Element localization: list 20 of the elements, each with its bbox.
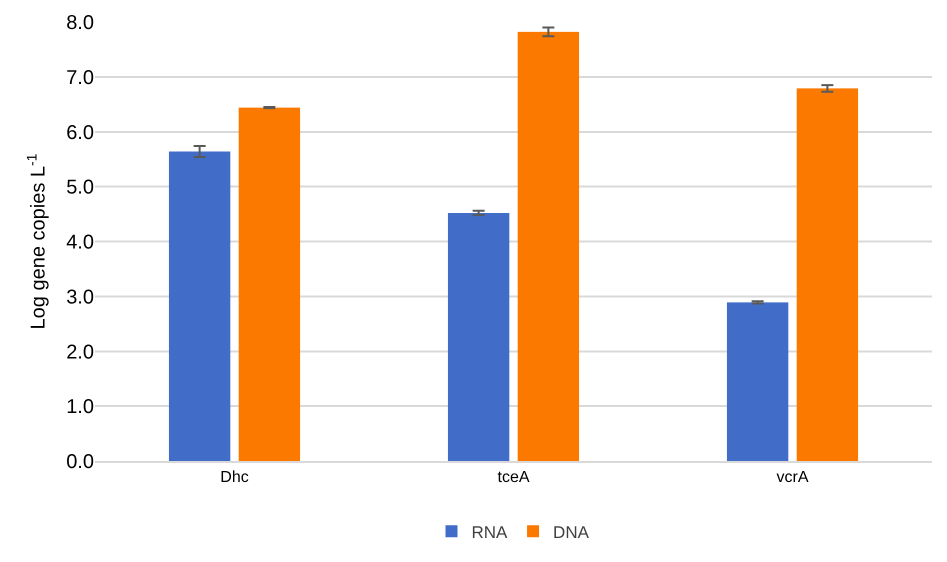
y-tick-label: 0.0 xyxy=(66,451,94,473)
bar xyxy=(796,88,858,461)
bar xyxy=(518,32,580,461)
y-tick-label: 5.0 xyxy=(66,176,94,199)
y-tick-label: 2.0 xyxy=(66,341,94,364)
bar xyxy=(168,152,230,461)
bar xyxy=(238,108,300,461)
y-tick-label: 4.0 xyxy=(66,232,94,254)
y-tick-label: 1.0 xyxy=(66,396,94,418)
bar xyxy=(448,212,510,461)
y-tick-label: 8.0 xyxy=(66,12,94,34)
legend-label: RNA xyxy=(472,522,508,542)
x-tick-label: tceA xyxy=(497,469,530,486)
legend-label: DNA xyxy=(553,522,590,542)
y-tick-label: 6.0 xyxy=(66,122,94,144)
y-tick-label: 3.0 xyxy=(66,286,94,308)
bar xyxy=(726,302,788,461)
x-tick-label: Dhc xyxy=(220,469,249,486)
x-tick-label: vcrA xyxy=(776,469,809,486)
y-tick-label: 7.0 xyxy=(66,66,94,89)
